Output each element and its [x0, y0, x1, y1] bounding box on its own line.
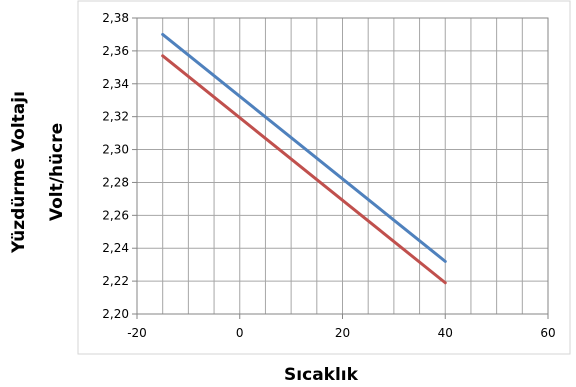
x-tick-label: -20: [127, 326, 147, 340]
y-tick-label: 2,32: [102, 110, 129, 124]
y-tick-label: 2,20: [102, 307, 129, 321]
y-tick-label: 2,34: [102, 77, 129, 91]
y-axis-label-line-2: Volt/hücre: [47, 123, 67, 221]
x-axis-label: Sıcaklık: [284, 365, 359, 385]
y-tick-label: 2,26: [102, 208, 129, 222]
series-line-1: [161, 32, 447, 263]
y-tick-label: 2,38: [102, 11, 129, 25]
y-tick-label: 2,30: [102, 143, 129, 157]
y-tick-label: 2,28: [102, 175, 129, 189]
y-tick-label: 2,24: [102, 241, 129, 255]
grid-horizontal: [137, 50, 548, 282]
chart-outer-border: [77, 0, 571, 355]
series-line-2: [161, 54, 447, 285]
y-tick-labels: 2,20 2,22 2,24 2,26 2,28 2,30 2,32 2,34 2,36 2,38: [102, 11, 137, 321]
grid-vertical: [162, 18, 523, 314]
y-axis-label-line-1: Yüzdürme Voltajı: [9, 91, 29, 254]
x-tick-label: 0: [236, 326, 244, 340]
y-tick-label: 2,22: [102, 274, 129, 288]
x-tick-label: 40: [438, 326, 453, 340]
x-tick-label: 20: [335, 326, 350, 340]
y-tick-label: 2,36: [102, 44, 129, 58]
series-group: [161, 32, 447, 285]
x-tick-label: 60: [540, 326, 555, 340]
x-tick-labels: -20 0 20 40 60: [127, 314, 556, 340]
